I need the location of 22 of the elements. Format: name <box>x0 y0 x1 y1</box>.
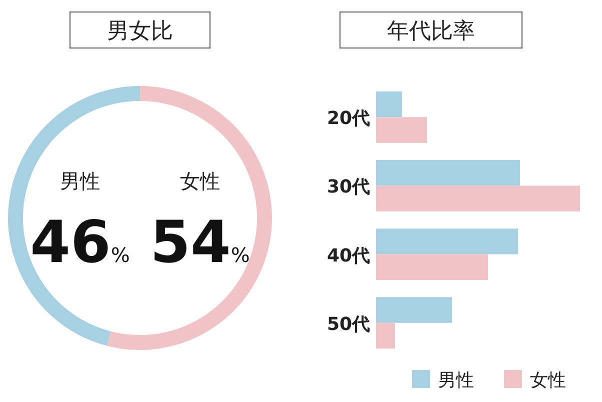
bar <box>376 228 518 254</box>
bar <box>376 322 395 349</box>
bar <box>376 160 520 186</box>
bar <box>376 117 427 143</box>
donut-slice <box>8 86 140 346</box>
bar <box>376 91 402 118</box>
y-tick-label: 20代 <box>326 108 370 130</box>
legend-label: 女性 <box>530 370 566 391</box>
legend-label: 男性 <box>438 370 474 391</box>
data-label: 54% <box>150 208 250 276</box>
chart-title: 年代比率 <box>387 19 475 44</box>
bar <box>376 297 452 323</box>
y-tick-label: 40代 <box>326 245 370 266</box>
donut-slice <box>107 86 272 350</box>
y-tick-label: 50代 <box>326 314 370 335</box>
chart-title: 男女比 <box>107 19 173 44</box>
bar <box>376 254 488 280</box>
y-tick-label: 30代 <box>326 176 370 198</box>
slice-label: 女性 <box>180 169 220 193</box>
bar <box>376 186 580 212</box>
slice-label: 男性 <box>60 169 100 193</box>
data-label: 46% <box>30 208 130 276</box>
